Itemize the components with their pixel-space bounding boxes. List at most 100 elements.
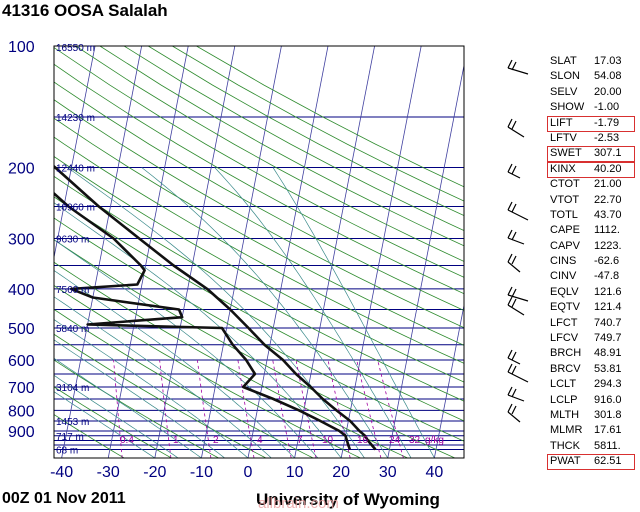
index-value: 749.7	[594, 332, 622, 345]
wind-barb-staff	[507, 304, 525, 316]
dry-adiabat-line	[147, 46, 464, 217]
dry-adiabat-line	[54, 359, 219, 458]
index-row: LFTV -2.53	[550, 131, 636, 146]
index-row: EQTV 121.4	[550, 300, 636, 315]
wind-barb	[507, 59, 529, 75]
highlight-box	[547, 115, 635, 132]
pressure-tick-label: 400	[8, 282, 35, 299]
index-name: BRCH	[550, 347, 582, 360]
height-label: 1453 m	[56, 417, 89, 428]
wind-barb	[507, 118, 525, 138]
wind-barb-staff	[507, 261, 521, 273]
index-name: SHOW	[550, 101, 585, 114]
index-name: SELV	[550, 85, 578, 98]
x-tick-label: 10	[286, 464, 304, 481]
height-label: 16550 m	[56, 43, 95, 54]
pressure-tick-label: 600	[8, 353, 35, 370]
dry-adiabat-line	[54, 308, 314, 458]
mixing-ratio-line	[272, 359, 292, 458]
wind-barb-flag	[511, 405, 517, 415]
wind-barb	[507, 403, 521, 423]
index-row: BRCV 53.81	[550, 362, 636, 377]
pressure-tick-label: 700	[8, 380, 35, 397]
pressure-tick-label: 300	[8, 231, 35, 248]
wind-barb-flag	[507, 253, 513, 263]
wind-barb-flag	[507, 163, 513, 173]
index-value: 54.08	[594, 70, 622, 83]
x-tick-label: 20	[332, 464, 350, 481]
pressure-tick-label: 500	[8, 321, 35, 338]
index-name: LIFT	[550, 116, 573, 129]
wind-barb-staff	[507, 126, 525, 138]
mixing-ratio-label: 16	[357, 435, 369, 446]
index-value: 22.70	[594, 193, 622, 206]
wind-barb-flag	[507, 403, 513, 413]
wind-barb-staff	[507, 237, 525, 245]
mixing-ratio-label: 0.4	[120, 435, 134, 446]
source-label: University of Wyoming	[256, 490, 440, 509]
dry-adiabat-line	[54, 414, 125, 458]
index-row: CINV -47.8	[550, 269, 636, 284]
pressure-tick-label: 800	[8, 403, 35, 420]
isotherm-line	[294, 46, 375, 458]
index-value: 1223.	[594, 239, 622, 252]
mixing-ratio-line	[237, 359, 255, 458]
index-name: BRCV	[550, 362, 581, 375]
wind-barb	[507, 386, 525, 402]
highlight-box	[547, 454, 635, 471]
index-value: 62.51	[594, 455, 622, 468]
index-row: CINS -62.6	[550, 254, 636, 269]
dry-adiabat-line	[99, 46, 464, 247]
wind-barb-flag	[511, 61, 517, 71]
mixing-ratio-label: 10	[322, 435, 334, 446]
index-row: SLON 54.08	[550, 69, 636, 84]
dry-adiabat-line	[54, 175, 464, 402]
index-row: MLMR 17.61	[550, 423, 636, 438]
dry-adiabat-line	[54, 285, 361, 458]
index-name: CINV	[550, 270, 577, 283]
moist-adiabat-line	[141, 167, 389, 458]
isotherm-line	[0, 46, 2, 458]
index-value: 48.91	[594, 347, 622, 360]
highlight-box	[547, 161, 635, 178]
moist-adiabat-line	[272, 167, 435, 458]
dry-adiabat-line	[54, 261, 408, 458]
isotherm-line	[54, 46, 96, 260]
index-name: CINS	[550, 255, 577, 268]
index-value: 1112.	[594, 224, 620, 237]
wind-barb-staff	[507, 411, 521, 423]
index-row: PWAT 62.51	[547, 454, 636, 471]
observation-time: 00Z 01 Nov 2011	[2, 490, 126, 507]
index-row: EQLV 121.6	[550, 285, 636, 300]
mixing-ratio-label: 24	[389, 435, 401, 446]
index-value: -62.6	[594, 255, 620, 268]
index-value: -1.00	[594, 101, 620, 114]
moist-adiabat-line	[54, 339, 225, 458]
index-value: -1.79	[594, 116, 620, 129]
wind-barb-flag	[511, 203, 517, 213]
x-tick-label: -40	[50, 464, 73, 481]
wind-barb-flag	[511, 298, 517, 308]
wind-barb	[507, 363, 529, 383]
index-name: CAPE	[550, 224, 580, 237]
index-row: SLAT 17.03	[550, 54, 636, 69]
index-row: SWET 307.1	[547, 146, 636, 163]
wind-barb-flag	[511, 365, 517, 375]
index-value: -2.53	[594, 131, 620, 144]
dry-adiabat-line	[75, 46, 464, 262]
height-label: 12440 m	[56, 163, 95, 174]
isotherm-line	[340, 46, 422, 458]
index-row: CAPE 1112.	[550, 223, 636, 238]
wind-barb	[507, 296, 525, 316]
wind-barb-flag	[507, 286, 513, 296]
index-name: LFCV	[550, 332, 579, 345]
index-row: MLTH 301.8	[550, 408, 636, 423]
wind-barbs	[507, 59, 529, 423]
wind-barb-flag	[507, 201, 513, 211]
isotherm-line	[61, 46, 143, 458]
wind-barb	[507, 163, 521, 179]
index-value: 294.3	[594, 378, 622, 391]
mixing-ratio-line	[159, 359, 172, 458]
moist-adiabat-line	[54, 296, 272, 458]
